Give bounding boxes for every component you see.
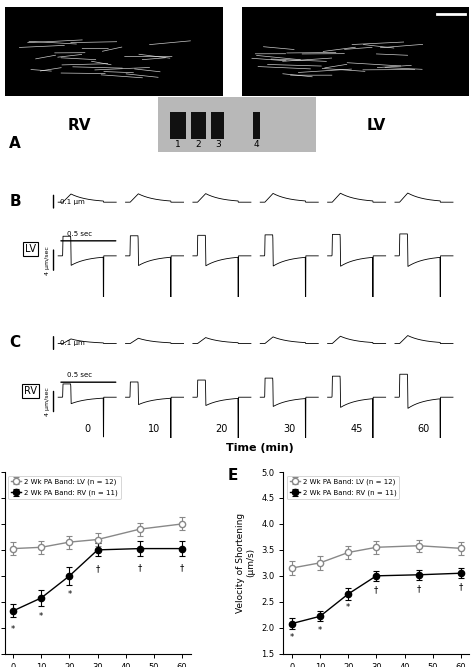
Text: RV: RV — [67, 118, 91, 133]
Text: †: † — [96, 564, 100, 573]
Text: E: E — [228, 468, 238, 484]
Text: *: * — [346, 604, 350, 612]
Text: 1: 1 — [175, 140, 181, 149]
Text: B: B — [9, 193, 21, 209]
Legend: 2 Wk PA Band: LV (n = 12), 2 Wk PA Band: RV (n = 11): 2 Wk PA Band: LV (n = 12), 2 Wk PA Band:… — [287, 476, 400, 499]
Text: C: C — [9, 335, 20, 350]
Text: †: † — [138, 563, 142, 572]
Text: 0.1 μm: 0.1 μm — [60, 340, 84, 346]
Text: A: A — [9, 136, 21, 151]
Text: *: * — [67, 590, 72, 599]
Text: *: * — [39, 612, 44, 621]
FancyBboxPatch shape — [242, 7, 469, 96]
Text: 0.1 μm: 0.1 μm — [60, 199, 84, 205]
Text: †: † — [417, 584, 421, 593]
Text: 0.5 sec: 0.5 sec — [67, 372, 92, 378]
FancyBboxPatch shape — [170, 112, 186, 139]
Text: 4 μm/sec: 4 μm/sec — [45, 245, 50, 275]
Text: 0: 0 — [84, 424, 90, 434]
Text: 0.5 sec: 0.5 sec — [67, 231, 92, 237]
Text: 10: 10 — [148, 424, 161, 434]
Text: 30: 30 — [283, 424, 295, 434]
FancyBboxPatch shape — [191, 112, 206, 139]
FancyBboxPatch shape — [158, 97, 316, 152]
Text: LV: LV — [367, 118, 386, 133]
FancyBboxPatch shape — [211, 112, 225, 139]
Text: 60: 60 — [418, 424, 430, 434]
Text: 4 μm/sec: 4 μm/sec — [45, 387, 50, 416]
Text: †: † — [459, 582, 463, 592]
Text: LV: LV — [25, 244, 36, 254]
Text: 45: 45 — [350, 424, 363, 434]
Y-axis label: Velocity of Shortening
(μm/s): Velocity of Shortening (μm/s) — [236, 513, 255, 613]
Text: 3: 3 — [215, 140, 221, 149]
Text: RV: RV — [24, 386, 37, 396]
Text: Time (min): Time (min) — [227, 444, 294, 454]
Text: †: † — [374, 585, 378, 594]
Legend: 2 Wk PA Band: LV (n = 12), 2 Wk PA Band: RV (n = 11): 2 Wk PA Band: LV (n = 12), 2 Wk PA Band:… — [8, 476, 121, 499]
Text: 4: 4 — [254, 140, 260, 149]
FancyBboxPatch shape — [253, 112, 260, 139]
Text: *: * — [11, 625, 15, 634]
Text: 20: 20 — [216, 424, 228, 434]
Text: †: † — [180, 563, 184, 572]
FancyBboxPatch shape — [5, 7, 223, 96]
Text: *: * — [290, 633, 294, 642]
Text: *: * — [318, 626, 322, 634]
Text: 2: 2 — [195, 140, 201, 149]
